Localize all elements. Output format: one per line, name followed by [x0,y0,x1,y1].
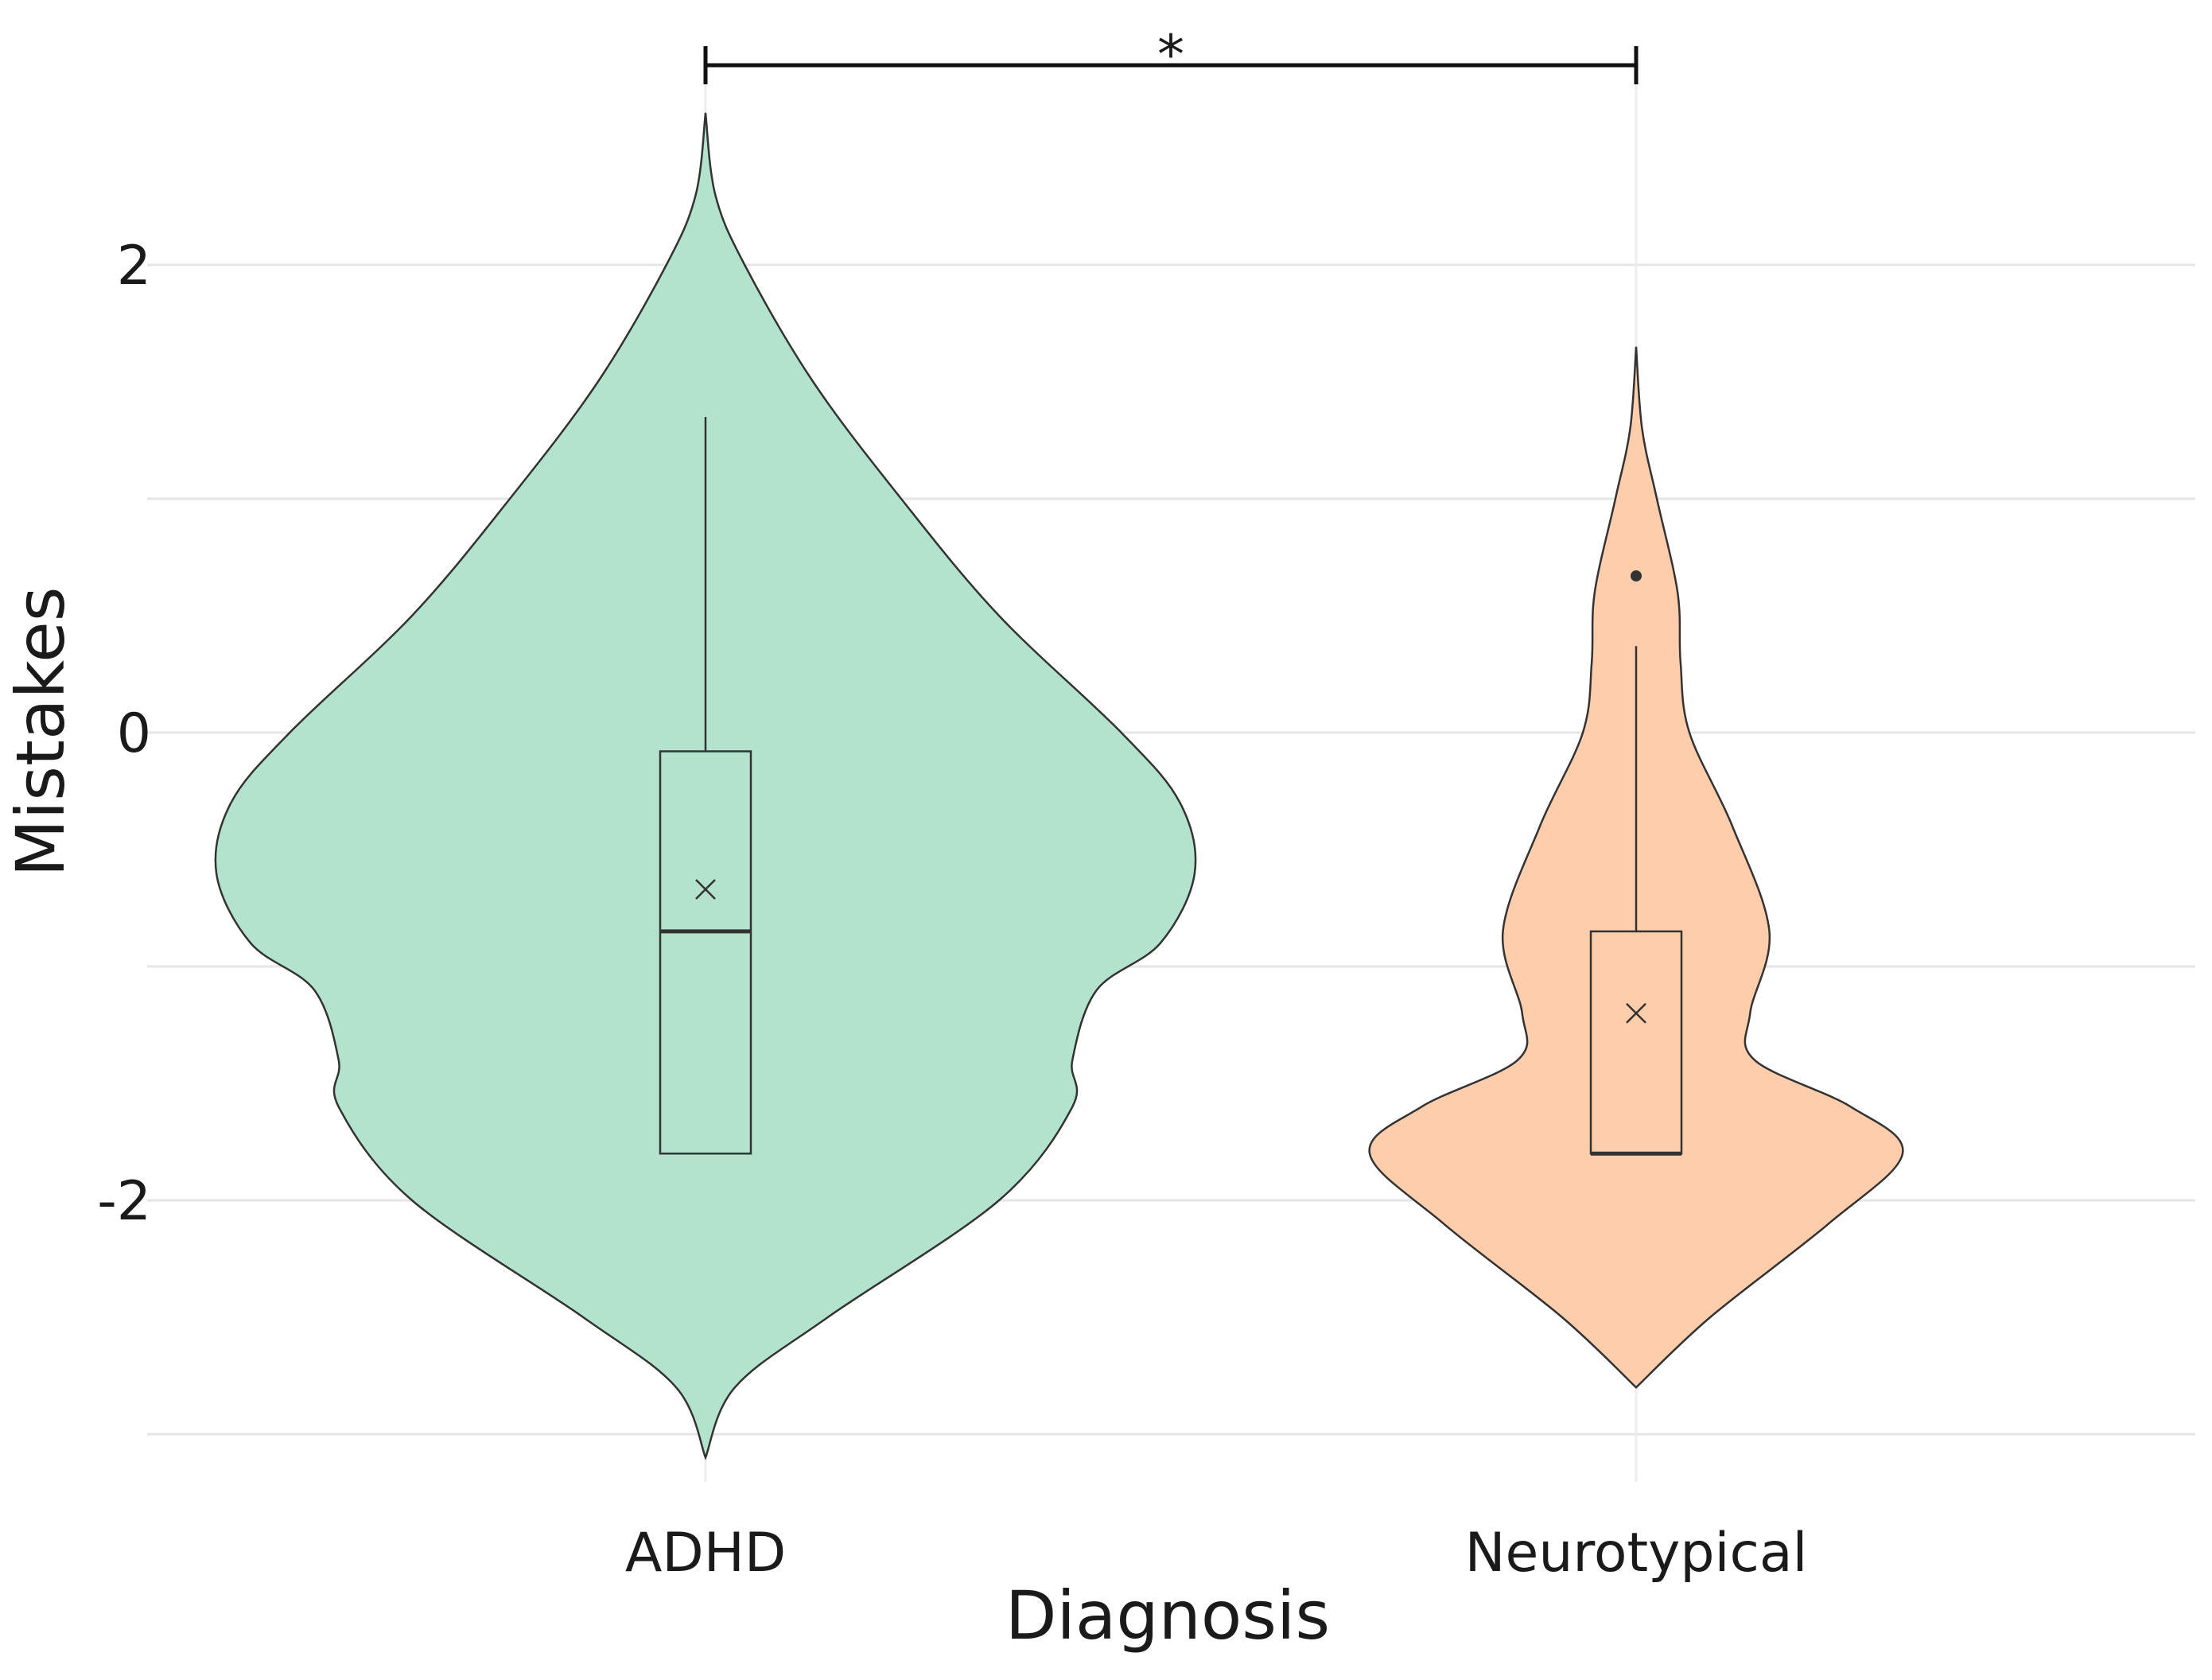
y-axis-title: Mistakes [2,586,80,877]
y-tick-label: 2 [117,235,151,298]
x-axis-title: Diagnosis [1005,1577,1330,1655]
x-tick-label-adhd: ADHD [625,1522,786,1585]
mean-marker-neurotypical [1626,1002,1646,1024]
y-tick-label: -2 [97,1170,151,1233]
y-tick-label: 0 [117,702,151,765]
mean-marker-adhd [695,879,716,900]
violin-adhd [214,112,1197,1460]
outlier-point [1631,570,1642,582]
significance-label: * [1157,24,1184,87]
x-tick-label-neurotypical: Neurotypical [1465,1522,1808,1585]
tick-labels: 2 0 -2 ADHD Neurotypical [97,235,1807,1585]
significance-bracket: * [703,24,1639,87]
violins [214,112,1904,1460]
boxplots [659,417,1683,1156]
box-adhd [659,750,752,1155]
